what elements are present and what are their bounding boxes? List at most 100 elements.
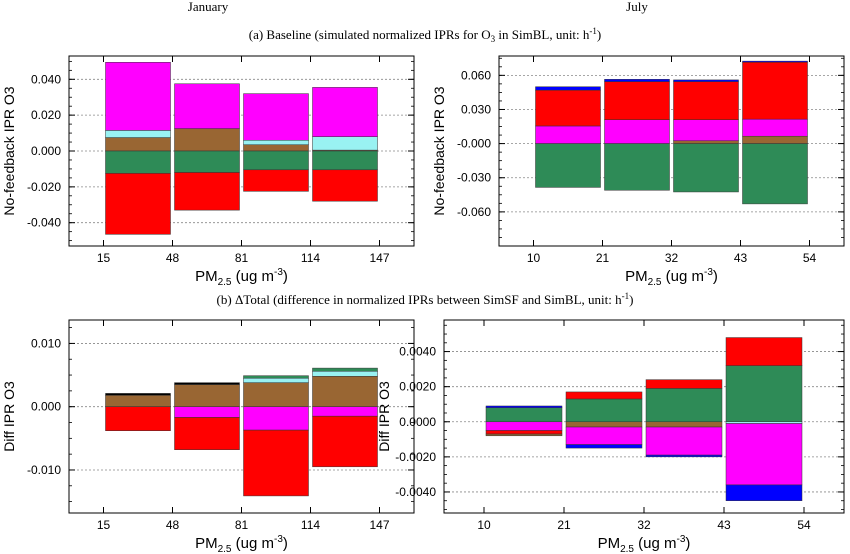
bar-segment-red [535, 89, 601, 127]
y-tick-label: -0.030 [457, 171, 491, 185]
bar-segment-brown [742, 135, 808, 144]
x-tick-label: 10 [477, 518, 491, 532]
x-tick-label: 114 [301, 251, 320, 265]
bar-segment-red [604, 81, 670, 120]
bar-segment-red [673, 81, 739, 120]
y-tick-label: -0.020 [27, 180, 61, 194]
bar-segment-brown [243, 144, 309, 152]
bar-segment-green [243, 375, 309, 379]
bar-segment-magenta [485, 421, 563, 431]
bar-segment-red [105, 173, 171, 235]
x-tick-label: 21 [596, 251, 610, 265]
y-axis-label: No-feedback IPR O3 [431, 86, 447, 215]
x-tick-label: 48 [166, 251, 180, 265]
x-axis-label: PM2.5 (ug m-3) [598, 534, 691, 554]
bar-segment-green [105, 150, 171, 174]
chart-panel-jan_diff: 0.010 0.000 -0.010 15 48 81 114 147 Diff IPR O3 [1, 319, 415, 532]
x-tick-label: 43 [717, 518, 731, 532]
bar-segment-magenta [312, 406, 378, 417]
bar-segment-green [673, 143, 739, 193]
bar-segment-magenta [535, 125, 601, 144]
y-tick-label: 0.020 [31, 108, 61, 122]
chart-panel-jan_baseline: 0.040 0.020 0.000 -0.020 -0.040 15 48 81 114 147 N… [1, 55, 415, 265]
bar-segment-magenta [645, 426, 723, 456]
bar-segment-red [105, 406, 171, 431]
bar-segment-green [312, 150, 378, 171]
bar-segment-magenta [604, 119, 670, 144]
x-tick-label: 48 [166, 518, 180, 532]
bar-segment-brown [312, 376, 378, 407]
bar-segment-brown [673, 140, 739, 144]
y-tick-label: 0.030 [461, 102, 491, 116]
bar-segment-magenta [174, 406, 240, 418]
bar-segment-cyan [105, 130, 171, 138]
bar-segment-blue [742, 60, 808, 63]
bar-segment-brown [645, 421, 723, 428]
x-tick-label: 32 [665, 251, 679, 265]
x-tick-label: 114 [301, 518, 320, 532]
bar-segment-green [645, 388, 723, 423]
y-tick-label: 0.0020 [399, 380, 436, 394]
y-tick-label: 0.000 [31, 144, 61, 158]
x-tick-label: 21 [557, 518, 571, 532]
bar-segment-black [105, 393, 171, 396]
bar-segment-cyan [243, 377, 309, 383]
bar-segment-cyan [312, 371, 378, 377]
bar-segment-green [565, 398, 643, 423]
bar-segment-green [535, 143, 601, 188]
bar-segment-cyan [312, 136, 378, 151]
x-axis-label: PM2.5 (ug m-3) [195, 534, 288, 554]
bar-segment-magenta [742, 118, 808, 137]
y-tick-label: 0.0000 [399, 415, 436, 429]
y-axis-label: Diff IPR O3 [1, 381, 17, 452]
x-axis-label: PM2.5 (ug m-3) [625, 267, 718, 288]
bar-segment-red [725, 337, 803, 366]
bar-segment-magenta [565, 426, 643, 445]
caption-baseline: (a) Baseline (simulated normalized IPRs … [249, 26, 602, 44]
x-tick-label: 15 [97, 251, 111, 265]
bar-segment-magenta [105, 62, 171, 131]
y-tick-label: -0.0040 [395, 485, 436, 499]
bar-segment-blue [725, 484, 803, 501]
bar-segment-red [312, 169, 378, 202]
bar-segment-green [725, 365, 803, 423]
x-tick-label: 32 [637, 518, 651, 532]
bar-segment-red [742, 62, 808, 120]
bar-segment-black [174, 382, 240, 385]
caption-delta-total: (b) ΔTotal (difference in normalized IPR… [217, 291, 634, 307]
bar-segment-green [174, 150, 240, 173]
bar-segment-blue [535, 86, 601, 91]
bar-segment-blue [604, 79, 670, 82]
bar-segment-blue [485, 405, 563, 408]
x-tick-label: 147 [369, 251, 389, 265]
column-header-january: January [188, 0, 229, 14]
x-tick-label: 15 [97, 518, 111, 532]
bar-segment-green [485, 407, 563, 423]
y-tick-label: 0.040 [31, 72, 61, 86]
chart-panel-jul_diff: 0.0040 0.0020 0.0000 -0.0020 -0.0040 10 21 32 43… [376, 319, 845, 532]
y-tick-label: -0.060 [457, 205, 491, 219]
x-tick-label: 81 [235, 251, 249, 265]
bar-segment-red [174, 172, 240, 211]
x-axis-label: PM2.5 (ug m-3) [195, 267, 288, 288]
bar-segment-blue [565, 444, 643, 449]
bar-segment-brown [105, 395, 171, 407]
bar-segment-magenta [243, 406, 309, 431]
bar-segment-magenta [312, 87, 378, 137]
y-tick-label: 0.000 [31, 400, 61, 414]
y-axis-label: No-feedback IPR O3 [1, 86, 17, 215]
bar-segment-brown [243, 382, 309, 407]
y-axis-label: Diff IPR O3 [376, 381, 392, 452]
bar-segment-brown [105, 137, 171, 152]
y-tick-label: 0.0040 [399, 345, 436, 359]
bar-segment-cyan [243, 139, 309, 145]
bar-segment-green [604, 143, 670, 191]
bar-segment-cyan [725, 421, 803, 424]
bar-segment-red [243, 169, 309, 192]
y-tick-label: -0.040 [27, 216, 61, 230]
bar-segment-magenta [725, 423, 803, 486]
bar-segment-red [243, 429, 309, 497]
bar-segment-red [485, 430, 563, 435]
column-header-july: July [626, 0, 648, 14]
